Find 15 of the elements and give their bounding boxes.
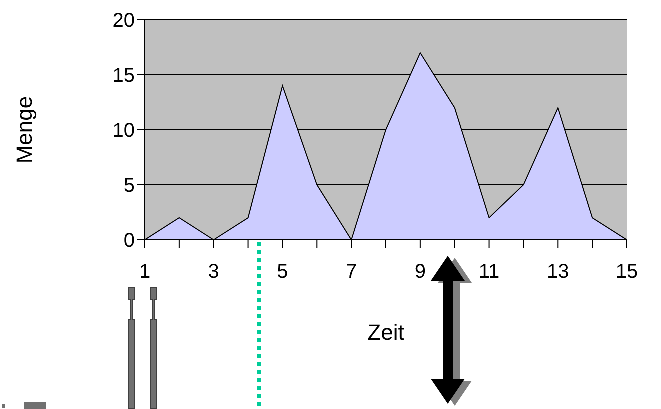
x-tick-label: 1 <box>139 261 151 284</box>
x-tick-label: 7 <box>346 261 358 284</box>
y-tick-label: 5 <box>124 175 135 198</box>
x-tick-label: 11 <box>478 261 500 284</box>
y-tick-label: 0 <box>124 230 135 252</box>
y-tick-label: 15 <box>112 65 135 88</box>
x-tick-label: 5 <box>277 261 288 284</box>
y-tick-label: 10 <box>112 120 135 142</box>
y-axis-title: Menge <box>12 96 37 164</box>
x-tick-label: 9 <box>414 261 426 284</box>
x-tick-label: 13 <box>547 261 570 284</box>
x-tick-label: 15 <box>616 261 638 284</box>
x-tick-label: 3 <box>208 261 220 284</box>
y-tick-label: 20 <box>112 10 135 32</box>
x-axis-title: Zeit <box>368 320 404 345</box>
